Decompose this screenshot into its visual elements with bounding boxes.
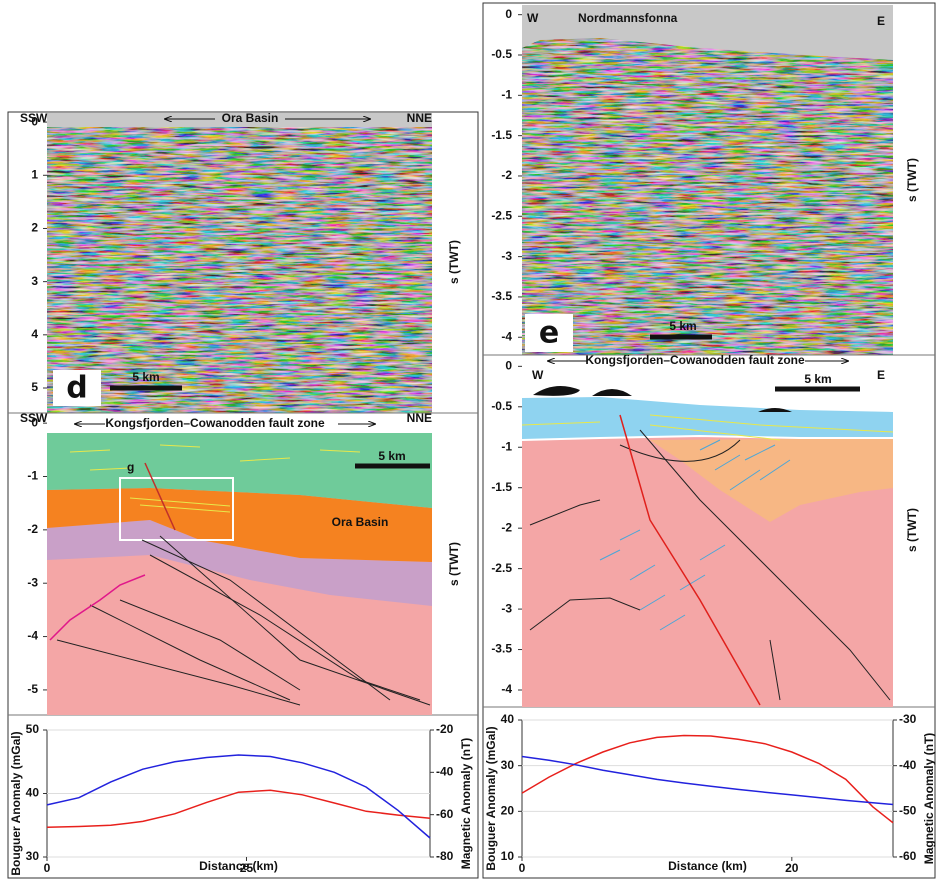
plot-frame xyxy=(522,720,893,857)
y-tick-label: -1 xyxy=(27,469,38,483)
y-tick-label: -3 xyxy=(27,575,38,589)
x-tick-label: 0 xyxy=(519,861,526,875)
y-tick-label: 30 xyxy=(26,849,40,863)
label-g: g xyxy=(127,460,134,474)
y-tick-label: -2 xyxy=(501,520,512,534)
y-tick-label: -4 xyxy=(501,682,512,696)
y2-tick-label: -40 xyxy=(436,765,454,779)
y-tick-label: 2 xyxy=(31,221,38,235)
y2-tick-label: -50 xyxy=(899,804,917,818)
x-axis-label: Distance (km) xyxy=(199,859,278,873)
direction-label: E xyxy=(877,368,885,382)
y-tick-label: 30 xyxy=(501,758,515,772)
y-tick-label: 0 xyxy=(31,415,38,429)
y-tick-label: 1 xyxy=(31,167,38,181)
scale-label: 5 km xyxy=(378,449,405,463)
scale-label: 5 km xyxy=(669,319,696,333)
y-axis-label: Bouguer Anomaly (mGal) xyxy=(9,731,23,875)
seismic-image xyxy=(522,5,893,355)
y-tick-label: 40 xyxy=(501,712,515,726)
y-tick-label: -1.5 xyxy=(491,128,512,142)
y2-axis-label: Magnetic Anomaly (nT) xyxy=(922,733,936,865)
y-tick-label: 5 xyxy=(31,380,38,394)
direction-label: E xyxy=(877,14,885,28)
y-tick-label: -1 xyxy=(501,87,512,101)
y2-tick-label: -60 xyxy=(436,807,454,821)
axis-label: s (TWT) xyxy=(905,158,919,202)
y-tick-label: -2.5 xyxy=(491,561,512,575)
data-line xyxy=(522,757,893,805)
y-tick-label: -0.5 xyxy=(491,399,512,413)
x-axis-label: Distance (km) xyxy=(668,859,747,873)
y-tick-label: -4 xyxy=(27,629,38,643)
interp-title: Kongsfjorden–Cowanodden fault zone xyxy=(105,416,325,430)
y-tick-label: -1.5 xyxy=(491,480,512,494)
axis-label: s (TWT) xyxy=(447,542,461,586)
panel-letter: e xyxy=(539,316,559,351)
y-tick-label: -2 xyxy=(501,168,512,182)
y-tick-label: 0 xyxy=(505,7,512,21)
seismic-title: Ora Basin xyxy=(222,111,279,125)
y-tick-label: 4 xyxy=(31,327,38,341)
y-tick-label: 10 xyxy=(501,849,515,863)
seismic-image xyxy=(47,123,432,413)
y-tick-label: 50 xyxy=(26,722,40,736)
y2-tick-label: -20 xyxy=(436,722,454,736)
direction-label: W xyxy=(532,368,544,382)
y-tick-label: -0.5 xyxy=(491,47,512,61)
y-tick-label: -3.5 xyxy=(491,289,512,303)
y-tick-label: 0 xyxy=(31,114,38,128)
y-tick-label: 20 xyxy=(501,804,515,818)
x-tick-label: 20 xyxy=(785,861,799,875)
y-tick-label: -5 xyxy=(27,682,38,696)
data-line xyxy=(47,790,430,827)
y-tick-label: 0 xyxy=(505,359,512,373)
data-line xyxy=(522,736,893,823)
y-tick-label: -4 xyxy=(501,329,512,343)
y2-tick-label: -30 xyxy=(899,712,917,726)
y-axis-label: Bouguer Anomaly (mGal) xyxy=(484,726,498,870)
y2-tick-label: -80 xyxy=(436,849,454,863)
y-tick-label: 40 xyxy=(26,786,40,800)
y2-tick-label: -60 xyxy=(899,849,917,863)
y-tick-label: -2 xyxy=(27,522,38,536)
scale-label: 5 km xyxy=(132,370,159,384)
label-basin: Ora Basin xyxy=(332,515,389,529)
y-tick-label: -1 xyxy=(501,439,512,453)
y-tick-label: -3.5 xyxy=(491,642,512,656)
axis-label: s (TWT) xyxy=(447,240,461,284)
y-tick-label: -2.5 xyxy=(491,208,512,222)
figure: SSW NNE Ora Basin d 5 km s (TWT) g Ora B… xyxy=(0,0,939,882)
y2-tick-label: -40 xyxy=(899,758,917,772)
direction-label: NNE xyxy=(407,111,432,125)
y-tick-label: -3 xyxy=(501,249,512,263)
direction-label: W xyxy=(527,11,539,25)
seismic-title: Nordmannsfonna xyxy=(578,11,678,25)
panel-letter: d xyxy=(66,371,87,406)
layer-water xyxy=(522,397,893,440)
scale-label: 5 km xyxy=(804,372,831,386)
y2-axis-label: Magnetic Anomaly (nT) xyxy=(459,738,473,870)
interp-title: Kongsfjorden–Cowanodden fault zone xyxy=(585,353,805,367)
y-tick-label: -3 xyxy=(501,601,512,615)
axis-label: s (TWT) xyxy=(905,508,919,552)
direction-label: NNE xyxy=(407,411,432,425)
x-tick-label: 0 xyxy=(44,861,51,875)
y-tick-label: 3 xyxy=(31,274,38,288)
